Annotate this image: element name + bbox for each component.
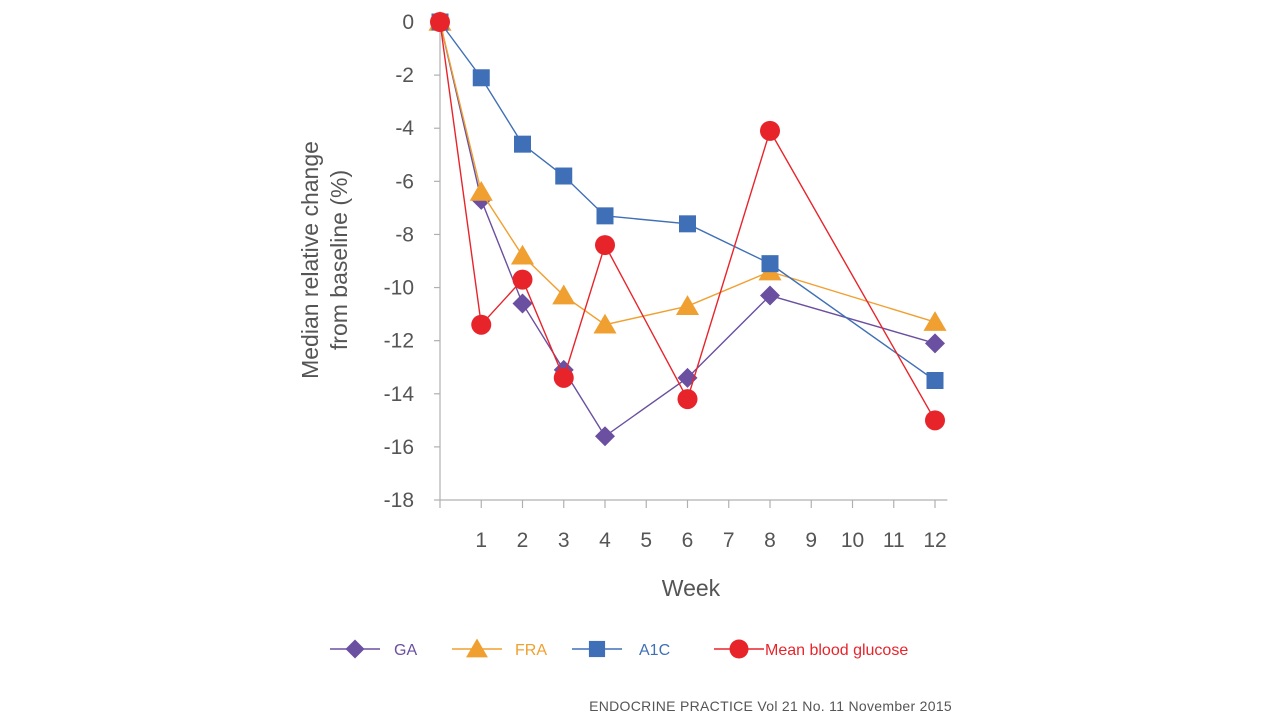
data-point — [677, 389, 698, 410]
legend-marker — [466, 638, 488, 658]
x-tick-label: 3 — [558, 529, 570, 552]
y-tick-label: -8 — [395, 223, 414, 246]
series-layer — [428, 11, 947, 447]
legend-item-2: A1C — [572, 640, 670, 659]
y-tick-label: -18 — [384, 489, 414, 512]
x-tick-label: 5 — [640, 529, 652, 552]
series-line — [439, 21, 936, 438]
data-point — [593, 313, 617, 334]
data-point — [923, 311, 947, 331]
legend-label: FRA — [515, 642, 547, 659]
legend-item-1: FRA — [452, 638, 547, 659]
axes: 0-2-4-6-8-10-12-14-16-181 2 3 4 5 6 7 8 9 10 11 12W… — [297, 11, 948, 601]
series-1 — [428, 11, 947, 334]
data-point — [760, 120, 780, 141]
data-point — [595, 426, 615, 447]
x-tick-label: 11 — [883, 529, 905, 552]
data-point — [760, 285, 780, 306]
y-tick-label: -12 — [384, 330, 414, 353]
y-axis-title: Median relative change from baseline (%) — [297, 141, 352, 379]
data-point — [552, 284, 576, 305]
data-point — [925, 333, 945, 354]
data-point — [512, 293, 533, 314]
data-point — [595, 235, 615, 256]
data-point — [555, 167, 573, 185]
y-axis-title-line1: Median relative change — [297, 141, 323, 379]
legend-label: A1C — [639, 642, 670, 659]
y-tick-label: -10 — [384, 277, 414, 300]
data-point — [596, 207, 614, 225]
data-point — [472, 69, 490, 87]
data-point — [471, 314, 492, 335]
y-tick-label: 0 — [402, 11, 414, 34]
x-tick-label: 10 — [841, 529, 864, 552]
x-tick-label: 12 — [923, 529, 946, 552]
legend-marker — [729, 639, 749, 659]
x-tick-label: 4 — [599, 529, 611, 552]
series-line — [439, 21, 936, 382]
y-tick-label: -16 — [384, 436, 414, 459]
y-tick-label: -6 — [395, 170, 414, 193]
source-caption: ENDOCRINE PRACTICE Vol 21 No. 11 Novembe… — [589, 698, 952, 714]
legend-item-3: Mean blood glucose — [714, 639, 908, 659]
legend-label: GA — [394, 642, 417, 659]
data-point — [553, 367, 574, 388]
legend-marker — [345, 639, 365, 659]
x-tick-label: 2 — [517, 529, 529, 552]
data-point — [925, 410, 945, 431]
x-axis-title: Week — [662, 575, 721, 601]
legend-label: Mean blood glucose — [765, 642, 908, 659]
x-tick-label: 9 — [805, 529, 817, 552]
legend-marker — [588, 640, 606, 658]
data-point — [512, 269, 533, 290]
data-point — [679, 215, 696, 233]
data-point — [510, 244, 535, 265]
data-point — [926, 372, 944, 389]
data-point — [514, 135, 531, 153]
series-3 — [430, 12, 945, 431]
x-tick-label: 1 — [475, 529, 487, 552]
legend: GA FRA A1C Mean blood glucose — [330, 638, 908, 659]
data-point — [469, 180, 493, 201]
y-tick-label: -4 — [395, 117, 414, 140]
x-tick-label: 8 — [764, 529, 776, 552]
y-axis-title-line2: from baseline (%) — [326, 170, 352, 350]
y-tick-label: -2 — [395, 64, 414, 87]
legend-item-0: GA — [330, 639, 417, 659]
y-tick-label: -14 — [384, 383, 415, 406]
series-line — [439, 21, 936, 421]
data-point — [761, 255, 779, 273]
data-point — [675, 295, 700, 315]
data-point — [430, 12, 450, 32]
x-tick-label: 7 — [723, 529, 735, 552]
x-tick-label: 6 — [682, 529, 694, 552]
series-2 — [431, 13, 944, 389]
